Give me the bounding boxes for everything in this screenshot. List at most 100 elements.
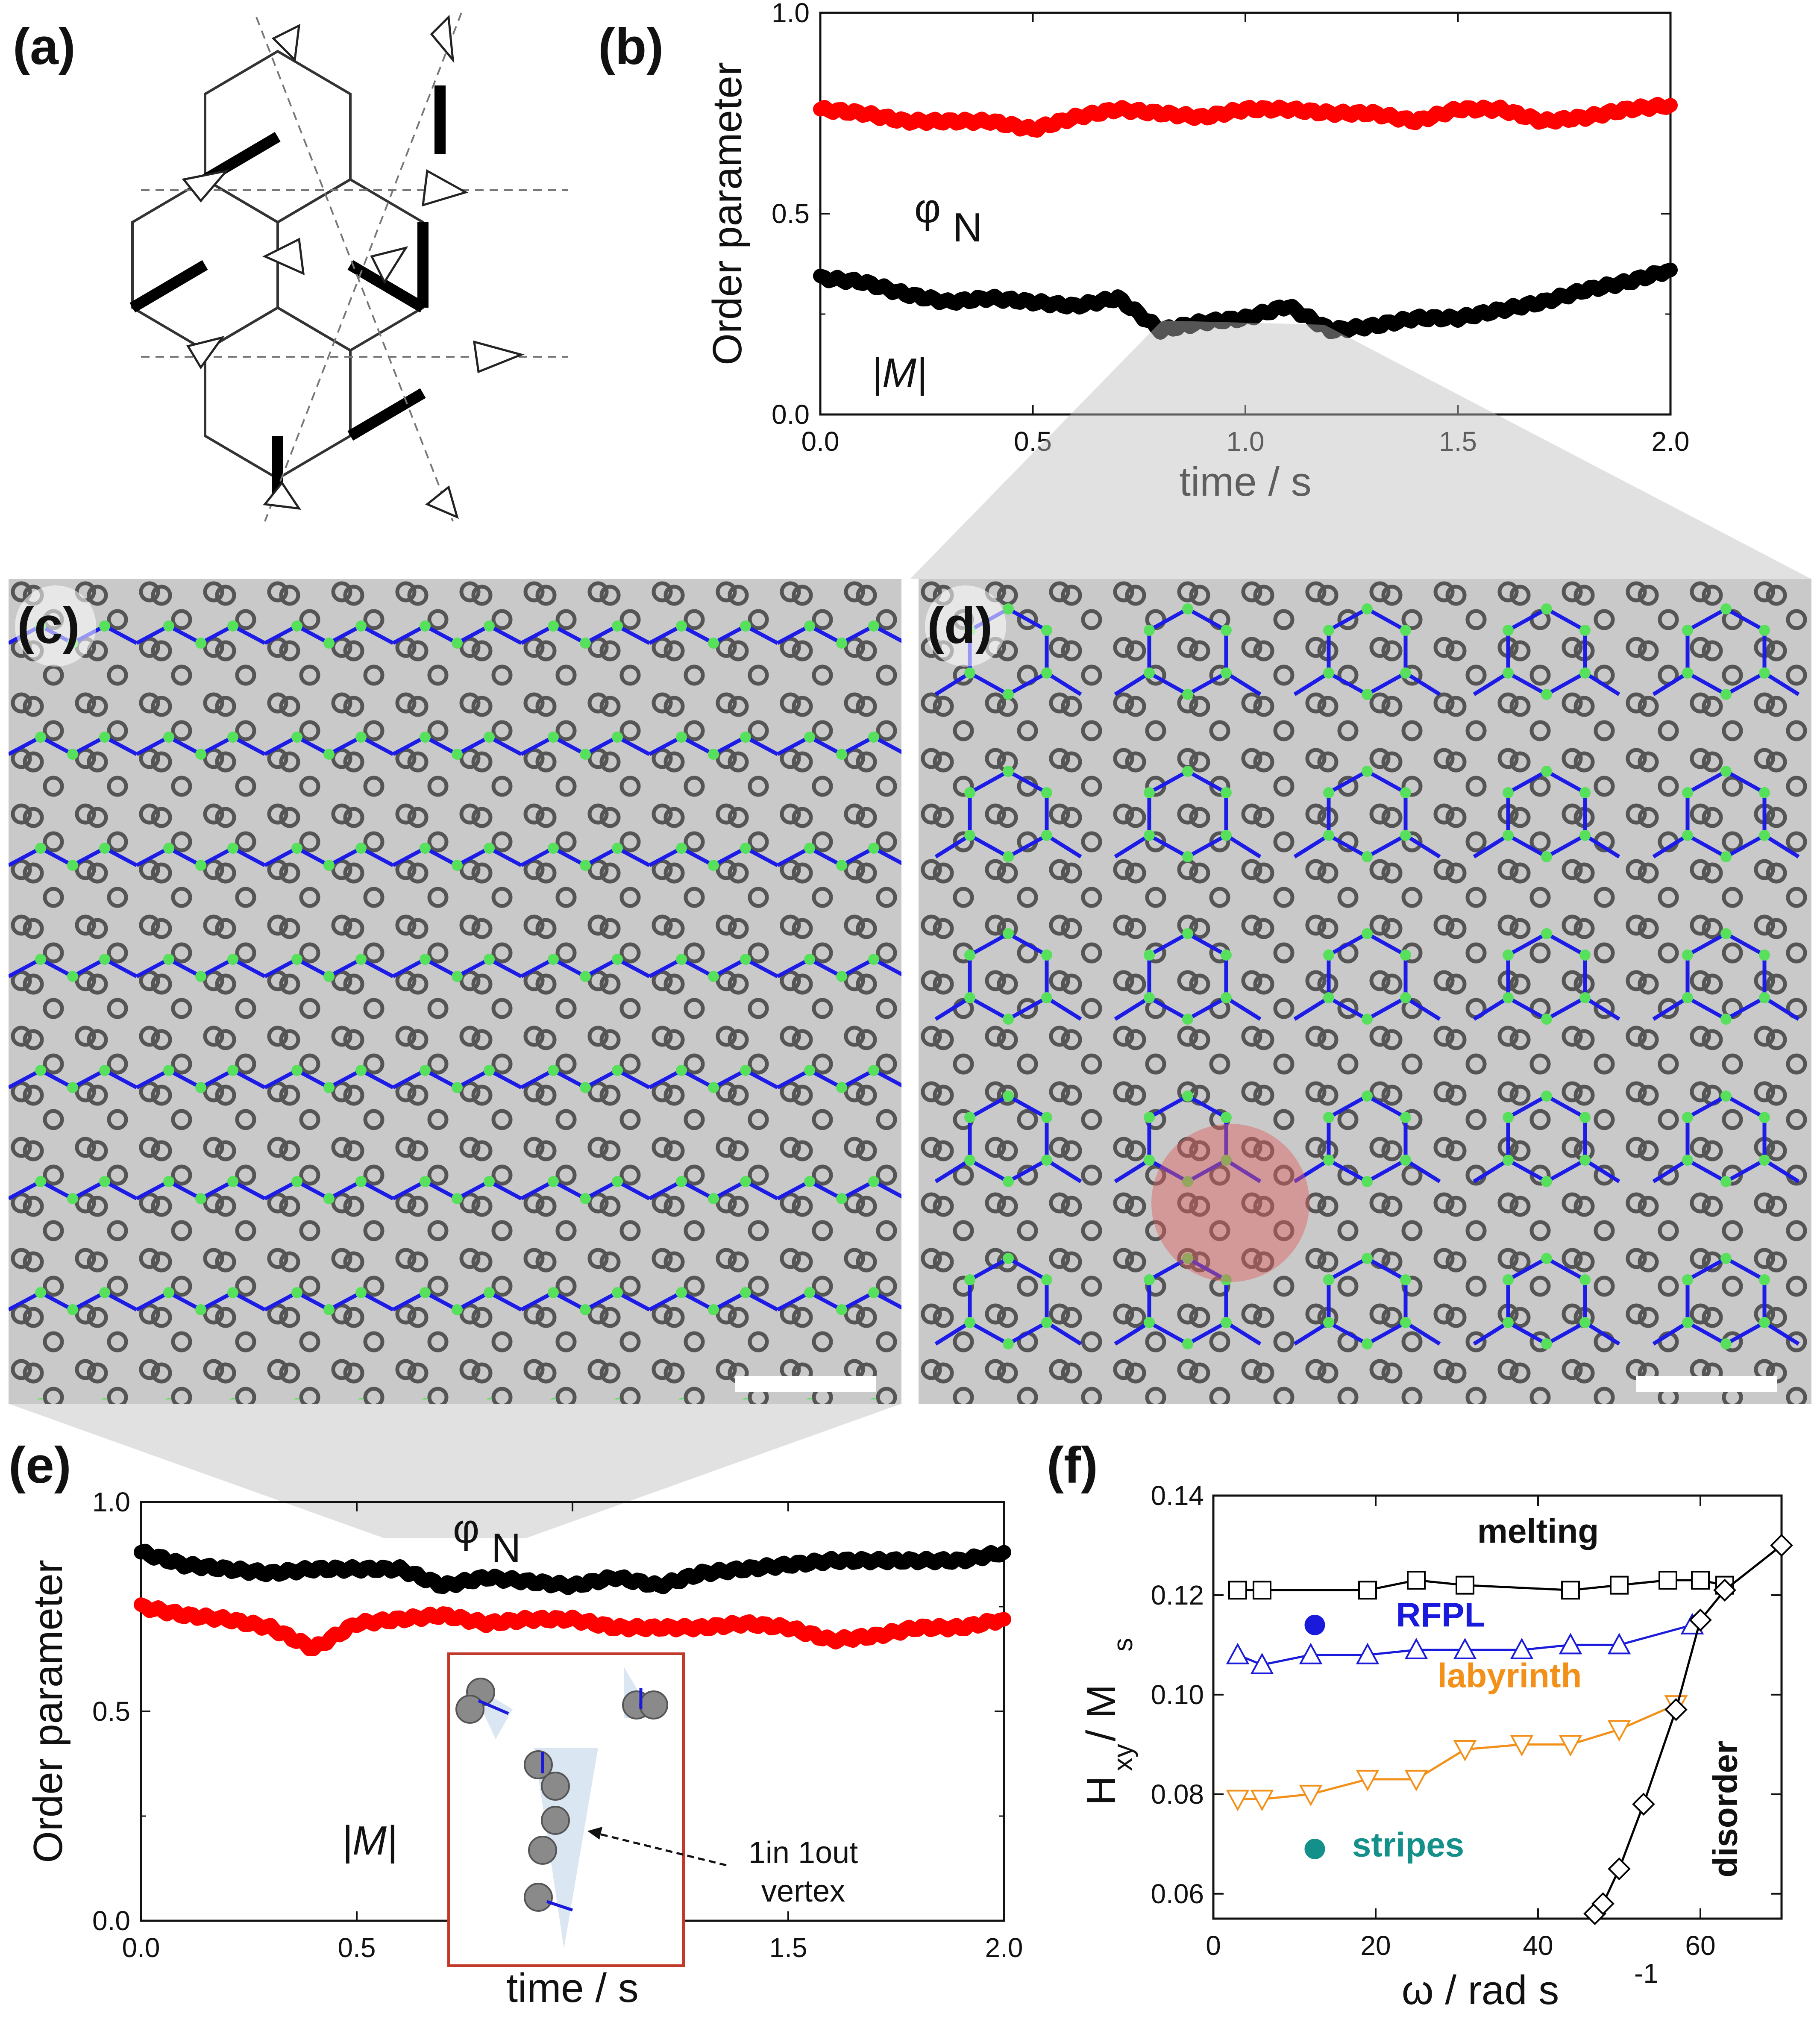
data-point xyxy=(904,293,907,295)
series-label-sub: N xyxy=(491,1525,521,1571)
x-tick-label: 0.5 xyxy=(338,1932,376,1963)
y-tick-label: 0.0 xyxy=(92,1905,130,1936)
data-point xyxy=(1003,1551,1005,1554)
y-axis-title-sub: xy xyxy=(1107,1744,1138,1771)
data-point xyxy=(1584,288,1587,291)
annotation-rfpl: RFPL xyxy=(1396,1596,1485,1634)
series-label-|M|: |M| xyxy=(872,350,927,396)
data-point xyxy=(904,120,907,123)
y-tick-label: 0.10 xyxy=(1151,1679,1204,1710)
panel-b-label: (b) xyxy=(598,18,663,75)
scale-bar-d xyxy=(1636,1376,1777,1392)
data-point xyxy=(1541,300,1544,303)
data-point xyxy=(1669,104,1672,107)
highlight-circle xyxy=(1151,1124,1309,1282)
data-point xyxy=(528,1618,531,1621)
marker-triangle-down xyxy=(1453,1740,1477,1762)
x-tick-label: 0.5 xyxy=(1014,426,1052,457)
data-point xyxy=(399,1618,401,1621)
marker-triangle-up xyxy=(1356,1643,1380,1664)
y-axis-title-rest: / M xyxy=(1078,1684,1124,1741)
x-axis-title-sup: -1 xyxy=(1634,1958,1659,1989)
data-point xyxy=(830,1559,833,1562)
series-line-melting xyxy=(1238,1579,1725,1591)
data-point xyxy=(442,1584,444,1587)
data-point xyxy=(355,1567,358,1570)
data-point xyxy=(571,1618,574,1621)
marker-triangle-down xyxy=(1299,1784,1323,1807)
marker-square xyxy=(1228,1581,1247,1600)
data-point xyxy=(140,1551,142,1554)
panel-d-label-wrap: (d) xyxy=(927,597,992,654)
y-axis-title: Order parameter xyxy=(705,62,750,365)
data-point xyxy=(1584,116,1587,119)
data-point xyxy=(1003,1618,1005,1621)
y-tick-label: 0.5 xyxy=(92,1696,130,1727)
x-tick-label: 0 xyxy=(1206,1930,1221,1961)
data-point xyxy=(1074,305,1077,308)
data-point xyxy=(916,1559,919,1562)
panel-a-label: (a) xyxy=(13,18,76,75)
data-point xyxy=(1499,108,1502,111)
y-tick-label: 0.12 xyxy=(1151,1580,1204,1611)
annotation-melting: melting xyxy=(1477,1512,1599,1550)
y-tick-label: 0.06 xyxy=(1151,1878,1204,1909)
data-point xyxy=(1626,280,1629,283)
data-point xyxy=(571,1584,574,1587)
x-tick-label: 60 xyxy=(1685,1930,1715,1961)
marker-diamond xyxy=(1713,1578,1736,1602)
marker-diamond xyxy=(1689,1608,1712,1632)
data-point xyxy=(873,1559,876,1562)
x-tick-label: 20 xyxy=(1360,1930,1391,1961)
data-point xyxy=(485,1576,487,1579)
y-tick-label: 0.5 xyxy=(772,198,810,229)
marker-square xyxy=(1253,1581,1271,1600)
series-line-RFPL xyxy=(1237,1624,1693,1666)
series-line-|M| xyxy=(134,1543,1011,1595)
marker-filled-circle xyxy=(1304,1614,1325,1635)
marker-triangle-up xyxy=(1453,1637,1477,1660)
data-point xyxy=(1456,317,1459,320)
data-point xyxy=(269,1572,272,1575)
scale-bar-c xyxy=(735,1376,876,1392)
marker-triangle-down xyxy=(1510,1735,1534,1757)
x-tick-label: 0.0 xyxy=(801,426,840,457)
data-point xyxy=(614,1626,617,1629)
panel-d-label: (d) xyxy=(927,597,992,654)
panel-f-label: (f) xyxy=(1047,1437,1098,1494)
data-point xyxy=(312,1567,315,1570)
y-tick-label: 0.0 xyxy=(772,399,810,430)
marker-triangle-up xyxy=(1510,1637,1534,1660)
x-tick-label: 1.0 xyxy=(1227,426,1265,457)
data-point xyxy=(312,1647,315,1650)
annotation-labyrinth: labyrinth xyxy=(1438,1656,1582,1694)
x-tick-label: 2.0 xyxy=(1652,426,1690,457)
x-tick-label: 1.5 xyxy=(1439,426,1477,457)
data-point xyxy=(1159,329,1162,332)
data-point xyxy=(1031,128,1034,131)
data-point xyxy=(1031,300,1034,303)
marker-triangle-down xyxy=(1250,1790,1274,1811)
panel-c-label-wrap: (c) xyxy=(17,597,80,654)
marker-diamond xyxy=(1608,1857,1631,1881)
marker-square xyxy=(1561,1581,1580,1600)
data-point xyxy=(658,1584,660,1587)
data-point xyxy=(916,1626,919,1629)
panel-c-label: (c) xyxy=(17,597,80,654)
marker-square xyxy=(1659,1571,1677,1590)
data-point xyxy=(1074,116,1077,119)
spin-ice-lattice-diagram xyxy=(129,12,568,522)
x-axis-title: time / s xyxy=(1179,459,1311,505)
data-point xyxy=(819,108,822,111)
y-tick-label: 0.08 xyxy=(1151,1779,1204,1810)
marker-square xyxy=(1610,1576,1629,1595)
data-point xyxy=(861,112,864,115)
data-point xyxy=(861,280,864,283)
data-point xyxy=(701,1626,703,1629)
data-point xyxy=(744,1622,746,1625)
marker-square xyxy=(1691,1571,1710,1590)
data-point xyxy=(1541,120,1544,123)
data-point xyxy=(787,1626,790,1629)
data-point xyxy=(658,1626,660,1629)
marker-triangle-down xyxy=(1356,1770,1380,1792)
